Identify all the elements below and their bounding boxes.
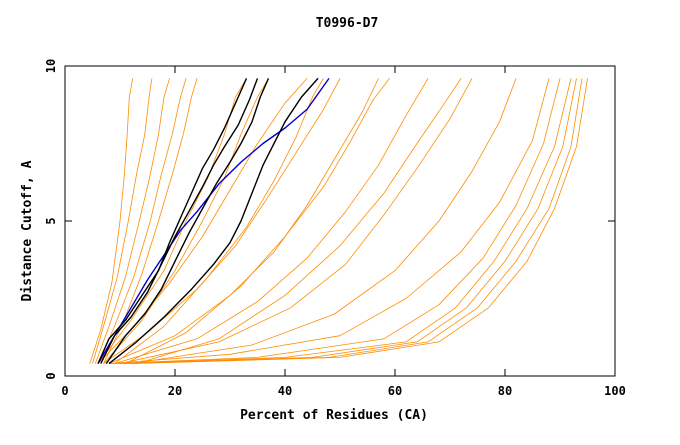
model-curve	[125, 78, 583, 364]
x-tick-label: 40	[278, 384, 292, 398]
tick-layer: 0 20 40 60 80 100 0 5 10	[44, 59, 626, 398]
model-curve	[97, 78, 247, 364]
model-curve	[119, 78, 577, 364]
model-curve	[119, 78, 473, 364]
highlight-curve-a	[108, 77, 319, 365]
model-curve	[94, 78, 170, 364]
model-curve	[130, 78, 517, 364]
chart-title: T0996-D7	[316, 16, 379, 31]
series-layer	[89, 77, 588, 365]
x-tick-label: 60	[388, 384, 402, 398]
model-curve	[114, 78, 572, 364]
highlight-curve-a	[97, 78, 248, 364]
highlight-curve-a	[105, 78, 270, 364]
model-curve	[92, 78, 153, 364]
model-curve	[97, 78, 187, 364]
model-curve	[103, 78, 269, 364]
x-tick-label: 100	[604, 384, 626, 398]
model-curve	[108, 78, 550, 364]
y-axis-label: Distance Cutoff, A	[20, 160, 35, 301]
model-curve	[114, 78, 324, 364]
model-curve	[89, 78, 134, 364]
y-tick-label: 10	[44, 59, 58, 73]
x-axis-label: Percent of Residues (CA)	[240, 408, 428, 423]
highlight-curve-b	[97, 77, 330, 364]
x-tick-label: 20	[168, 384, 182, 398]
model-curve	[125, 78, 390, 364]
x-tick-label: 80	[498, 384, 512, 398]
x-tick-label: 0	[61, 384, 68, 398]
model-curve	[114, 78, 429, 364]
y-tick-label: 5	[44, 217, 58, 224]
model-curve	[136, 78, 462, 364]
highlight-curve-a	[100, 78, 259, 364]
y-tick-label: 0	[44, 372, 58, 379]
model-curve	[108, 78, 379, 364]
model-curve	[130, 78, 588, 364]
model-curve	[108, 78, 561, 364]
